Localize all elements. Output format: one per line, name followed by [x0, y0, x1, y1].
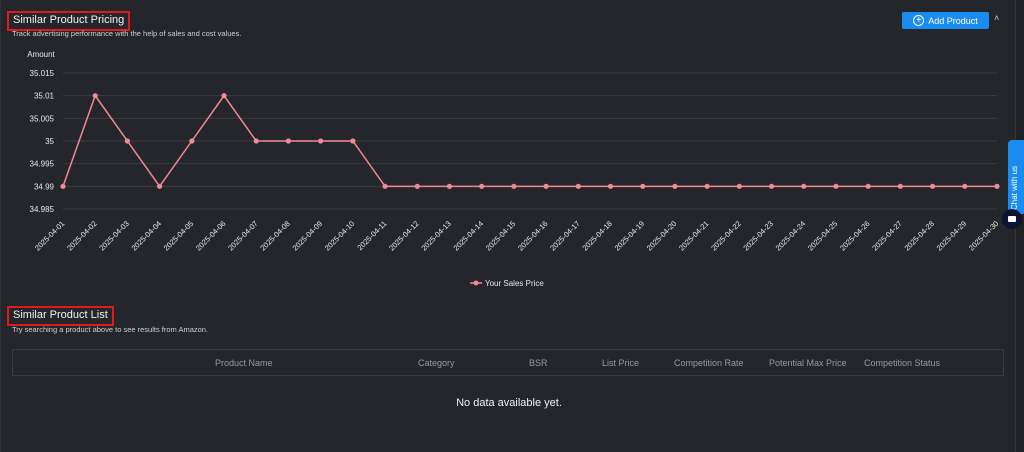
x-tick-label: 2025-04-22: [709, 219, 742, 252]
pricing-subtitle: Track advertising performance with the h…: [12, 29, 242, 38]
x-tick-label: 2025-04-30: [967, 219, 1000, 252]
data-point[interactable]: [92, 93, 98, 99]
add-product-label: Add Product: [928, 15, 978, 26]
x-tick-label: 2025-04-26: [838, 219, 871, 252]
data-point[interactable]: [801, 183, 807, 189]
data-point[interactable]: [189, 138, 195, 144]
column-header-bsr[interactable]: BSR: [529, 358, 548, 368]
x-tick-label: 2025-04-02: [65, 219, 98, 252]
chat-with-us-label: Chat with us: [1010, 165, 1019, 210]
x-tick-label: 2025-04-16: [516, 219, 549, 252]
data-point[interactable]: [575, 183, 581, 189]
data-point[interactable]: [929, 183, 936, 189]
data-point[interactable]: [446, 183, 453, 189]
chat-bubble-icon[interactable]: [1002, 209, 1022, 229]
plus-circle-icon: +: [913, 15, 925, 26]
data-point[interactable]: [157, 183, 163, 189]
list-title: Similar Product List: [7, 306, 114, 326]
data-point[interactable]: [833, 183, 839, 189]
x-tick-label: 2025-04-28: [903, 219, 936, 252]
x-tick-label: 2025-04-07: [226, 219, 259, 252]
y-tick-label: 34.99: [34, 182, 55, 191]
x-tick-label: 2025-04-21: [677, 219, 710, 252]
data-point[interactable]: [704, 183, 710, 189]
x-tick-label: 2025-04-08: [258, 219, 291, 252]
data-point[interactable]: [285, 138, 292, 144]
data-point[interactable]: [768, 183, 775, 189]
data-point[interactable]: [865, 183, 871, 189]
add-product-button[interactable]: + Add Product: [902, 12, 989, 29]
column-header-competition-status[interactable]: Competition Status: [864, 358, 941, 368]
data-point[interactable]: [736, 183, 742, 189]
data-point[interactable]: [382, 183, 388, 189]
y-tick-label: 34.995: [30, 160, 55, 169]
data-point[interactable]: [60, 183, 66, 189]
y-axis-title: Amount: [27, 50, 55, 59]
x-tick-label: 2025-04-13: [419, 219, 452, 252]
x-tick-label: 2025-04-10: [323, 219, 356, 252]
x-tick-label: 2025-04-06: [194, 219, 227, 252]
y-tick-label: 35.005: [30, 114, 55, 123]
chevron-up-icon[interactable]: ˄: [994, 13, 1000, 23]
x-tick-label: 2025-04-05: [162, 219, 195, 252]
column-header-list-price[interactable]: List Price: [602, 358, 640, 368]
x-tick-label: 2025-04-12: [387, 219, 420, 252]
column-header-competition-rate[interactable]: Competition Rate: [674, 358, 744, 368]
legend-dot-marker: [473, 280, 479, 286]
data-point[interactable]: [640, 183, 646, 189]
y-tick-label: 35: [45, 137, 54, 146]
data-point[interactable]: [543, 183, 549, 189]
x-tick-label: 2025-04-24: [774, 219, 807, 252]
x-tick-label: 2025-04-18: [580, 219, 613, 252]
x-tick-label: 2025-04-09: [291, 219, 324, 252]
column-header-potential-max-price[interactable]: Potential Max Price: [769, 358, 847, 368]
column-header-product-name[interactable]: Product Name: [215, 358, 273, 368]
x-tick-label: 2025-04-03: [97, 219, 130, 252]
x-tick-label: 2025-04-19: [613, 219, 646, 252]
data-point[interactable]: [253, 138, 259, 144]
data-point[interactable]: [221, 93, 227, 99]
data-point[interactable]: [350, 138, 356, 144]
y-tick-label: 34.985: [30, 205, 55, 214]
x-tick-label: 2025-04-11: [355, 219, 388, 252]
x-tick-label: 2025-04-29: [935, 219, 968, 252]
x-tick-label: 2025-04-14: [452, 219, 485, 252]
x-tick-label: 2025-04-27: [870, 219, 903, 252]
data-point[interactable]: [479, 183, 485, 189]
data-point[interactable]: [607, 183, 614, 189]
x-tick-label: 2025-04-15: [484, 219, 517, 252]
data-point[interactable]: [511, 183, 517, 189]
chat-with-us-tab[interactable]: Chat with us: [1008, 140, 1024, 214]
data-point[interactable]: [318, 138, 324, 144]
pricing-chart: Amount 35.015 35.01 35.005 35 34.995 34.99 34.…: [27, 50, 1000, 288]
data-point[interactable]: [672, 183, 678, 189]
pricing-title: Similar Product Pricing: [7, 11, 131, 31]
similar-product-table: Product Name Category BSR List Price Com…: [12, 349, 1004, 376]
series-line-your-sales-price: [62, 94, 997, 188]
x-tick-label: 2025-04-01: [33, 219, 66, 252]
legend-label: Your Sales Price: [485, 279, 544, 288]
x-tick-label: 2025-04-17: [548, 219, 581, 252]
y-tick-label: 35.015: [30, 69, 55, 78]
data-point[interactable]: [124, 138, 131, 144]
data-point[interactable]: [962, 183, 968, 189]
data-point[interactable]: [414, 183, 420, 189]
legend[interactable]: Your Sales Price: [470, 279, 544, 288]
column-header-category[interactable]: Category: [418, 358, 455, 368]
y-tick-label: 35.01: [34, 92, 55, 101]
x-tick-label: 2025-04-20: [645, 219, 678, 252]
list-subtitle: Try searching a product above to see res…: [12, 325, 209, 334]
x-tick-label: 2025-04-23: [741, 219, 774, 252]
x-tick-label: 2025-04-04: [130, 219, 163, 252]
data-point[interactable]: [897, 183, 903, 189]
x-tick-label: 2025-04-25: [806, 219, 839, 252]
data-point[interactable]: [994, 183, 1000, 189]
empty-state-text: No data available yet.: [456, 397, 562, 409]
